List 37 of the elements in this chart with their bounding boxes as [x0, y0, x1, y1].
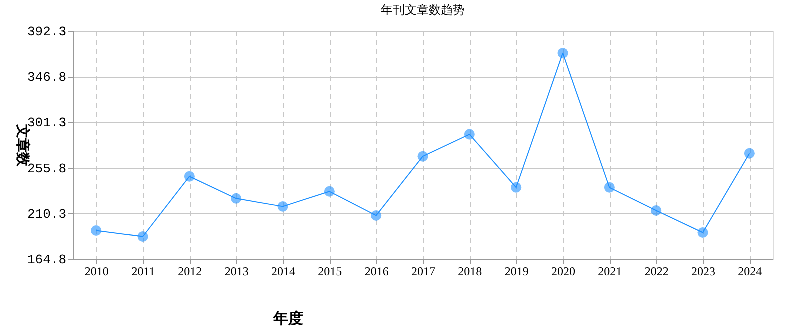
x-tick-label: 2017 [412, 264, 436, 278]
point [651, 205, 662, 216]
y-tick-label: 392.3 [27, 24, 66, 40]
y-tick-label: 346.8 [27, 70, 66, 86]
y-tick-label: 164.8 [27, 252, 66, 268]
x-tick-label: 2022 [644, 264, 669, 278]
x-tick-label: 2013 [224, 264, 249, 278]
point [231, 193, 242, 204]
point [744, 148, 755, 159]
x-tick-label: 2015 [318, 264, 342, 278]
point [184, 171, 195, 182]
point [511, 182, 522, 193]
point [324, 186, 335, 197]
point [138, 232, 148, 242]
x-axis-title: 年度 [272, 310, 304, 328]
x-tick-label: 2014 [272, 264, 296, 278]
x-tick-label: 2018 [458, 264, 482, 278]
y-tick-label: 210.3 [27, 206, 66, 222]
x-tick-label: 2012 [178, 264, 202, 278]
x-tick-label: 2016 [364, 264, 389, 278]
x-tick-label: 2023 [692, 264, 716, 278]
point [371, 210, 382, 221]
x-tick-label: 2019 [504, 264, 529, 278]
x-tick-label: 2011 [132, 264, 156, 278]
point [698, 228, 708, 238]
point [418, 151, 428, 162]
y-tick-label: 255.8 [27, 161, 66, 176]
x-tick-label: 2010 [84, 264, 109, 278]
point [464, 129, 475, 140]
x-tick-label: 2024 [738, 264, 762, 278]
x-tick-label: 2020 [552, 264, 576, 278]
point [558, 48, 568, 59]
point [278, 201, 288, 212]
chart-title: 年刊文章数趋势 [381, 3, 465, 17]
x-tick-label: 2021 [598, 264, 622, 278]
point [91, 226, 102, 236]
point [604, 182, 615, 193]
